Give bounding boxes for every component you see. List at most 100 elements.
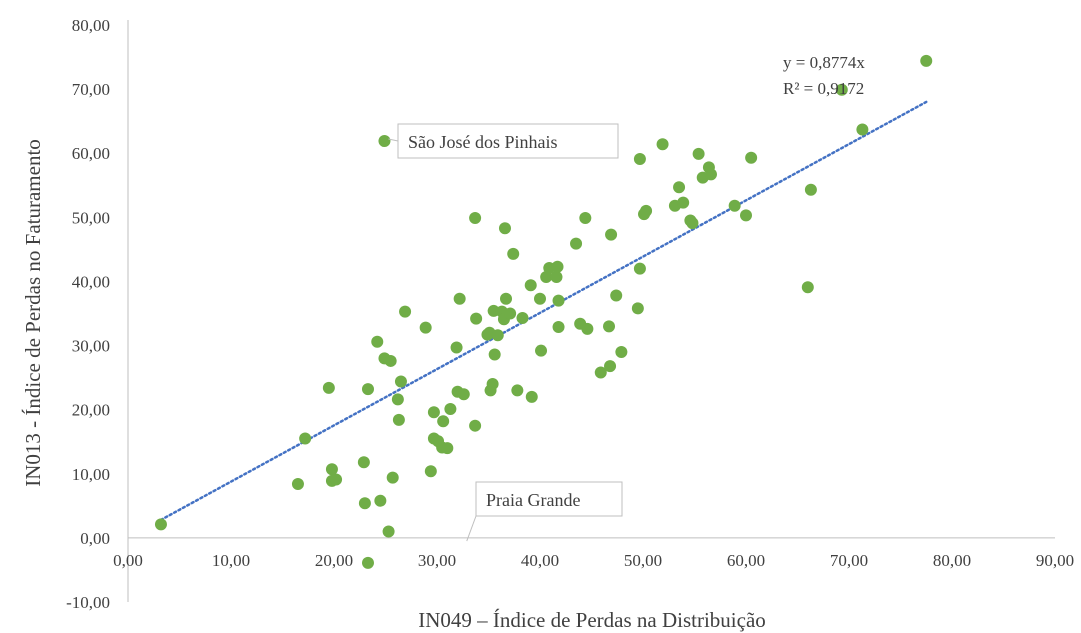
data-point [511,384,524,397]
data-point [692,147,705,160]
data-point [299,432,312,445]
data-point [804,183,817,196]
data-point [470,312,483,325]
data-point [469,211,482,224]
y-tick-label: 50,00 [72,208,110,227]
data-point [371,335,384,348]
data-point [361,383,374,396]
data-point [605,228,618,241]
data-point [835,83,848,96]
data-point [500,292,513,305]
data-point [504,307,517,320]
data-point [745,151,758,164]
data-point [704,168,717,181]
data-point [378,135,391,148]
data-point [453,292,466,305]
data-point [154,518,167,531]
data-point [516,311,529,324]
data-point [856,123,869,136]
x-tick-label: 70,00 [830,551,868,570]
data-point [424,465,437,478]
callout-label: São José dos Pinhais [408,132,558,152]
callout-label: Praia Grande [486,490,580,510]
x-tick-label: 80,00 [933,551,971,570]
data-point [552,320,565,333]
data-point [535,344,548,357]
data-point [437,415,450,428]
data-point [686,217,699,230]
data-point [486,378,499,391]
x-tick-label: 30,00 [418,551,456,570]
data-point [469,419,482,432]
x-tick-label: 0,00 [113,551,143,570]
data-point [920,54,933,67]
trendline [159,100,928,522]
data-point [391,393,404,406]
x-tick-label: 50,00 [624,551,662,570]
x-tick-label: 40,00 [521,551,559,570]
callout: São José dos Pinhais [388,123,619,159]
y-tick-label: 60,00 [72,144,110,163]
data-point [552,294,565,307]
y-tick-label: 20,00 [72,401,110,420]
data-point [610,289,623,302]
y-tick-label: 70,00 [72,80,110,99]
y-tick-label: 30,00 [72,337,110,356]
data-point [330,473,343,486]
callout: Praia Grande [466,481,623,542]
data-points [154,54,933,569]
y-axis-title: IN013 - Índice de Perdas no Faturamento [21,139,45,487]
callout-box [475,481,623,517]
y-tick-label: 80,00 [72,16,110,35]
data-point [325,463,338,476]
data-point [615,345,628,358]
data-point [551,260,564,273]
y-tick-label: 10,00 [72,465,110,484]
callout-leader [466,515,477,542]
data-point [498,222,511,235]
data-point [457,388,470,401]
data-point [374,494,387,507]
data-point [728,199,741,212]
annotations: São José dos Pinhais Praia Grande [388,123,623,542]
x-axis-title: IN049 – Índice de Perdas na Distribuição [418,608,766,632]
data-point [525,390,538,403]
data-point [801,281,814,294]
data-point [361,556,374,569]
data-point [444,403,457,416]
data-point [322,381,335,394]
data-point [427,406,440,419]
callout-box [397,123,619,159]
data-point [394,375,407,388]
data-point [399,305,412,318]
data-point [507,247,520,260]
data-point [534,292,546,305]
data-point [488,348,501,361]
data-point [633,262,646,275]
data-point [594,366,607,379]
data-point [524,279,537,292]
x-tick-label: 20,00 [315,551,353,570]
data-point [382,525,395,538]
data-point [581,322,594,335]
data-point [419,321,432,334]
data-point [631,302,644,315]
data-point [450,341,463,354]
data-point [357,456,370,469]
trendline-layer [159,100,928,522]
trendline-r-squared: R² = 0,9172 [783,79,864,98]
data-point [677,196,690,209]
trendline-equation: y = 0,8774x [783,53,865,72]
data-point [633,152,646,165]
tick-labels: 0,00 10,00 20,00 30,00 40,00 50,00 60,00 70,00 8… [66,16,1074,612]
data-point [656,138,669,151]
data-point [491,329,504,342]
y-tick-label: 40,00 [72,272,110,291]
data-point [392,413,405,426]
y-tick-label: 0,00 [80,529,110,548]
data-point [550,270,563,283]
x-tick-label: 60,00 [727,551,765,570]
callout-leader [388,138,399,142]
data-point [673,181,686,194]
